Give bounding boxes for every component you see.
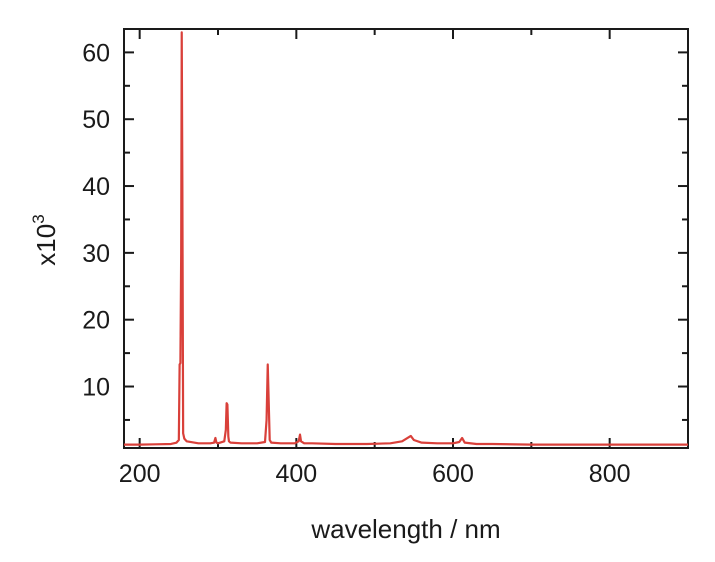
x-tick-label: 200: [119, 460, 161, 488]
x-tick-label: 400: [275, 460, 317, 488]
plot-frame: [123, 28, 689, 449]
y-tick-label: 30: [82, 240, 110, 268]
y-tick-label: 60: [82, 39, 110, 67]
x-tick-label: 800: [589, 460, 631, 488]
y-axis-title: x103: [29, 214, 61, 265]
y-tick-label: 10: [82, 374, 110, 402]
y-tick-labels: 10 20 30 40 50 60: [82, 39, 110, 401]
y-tick-label: 40: [82, 173, 110, 201]
y-axis-title-exponent: 3: [29, 214, 48, 223]
series-layer: [124, 31, 688, 446]
series-line-0: [124, 31, 688, 446]
x-tick-labels: 200 400 600 800: [119, 460, 631, 488]
y-tick-label: 50: [82, 106, 110, 134]
x-tick-label: 600: [432, 460, 474, 488]
y-tick-label: 20: [82, 307, 110, 335]
axis-ticks: [124, 29, 688, 448]
y-axis-title-base: x10: [31, 224, 61, 266]
x-axis-title: wavelength / nm: [310, 514, 500, 544]
